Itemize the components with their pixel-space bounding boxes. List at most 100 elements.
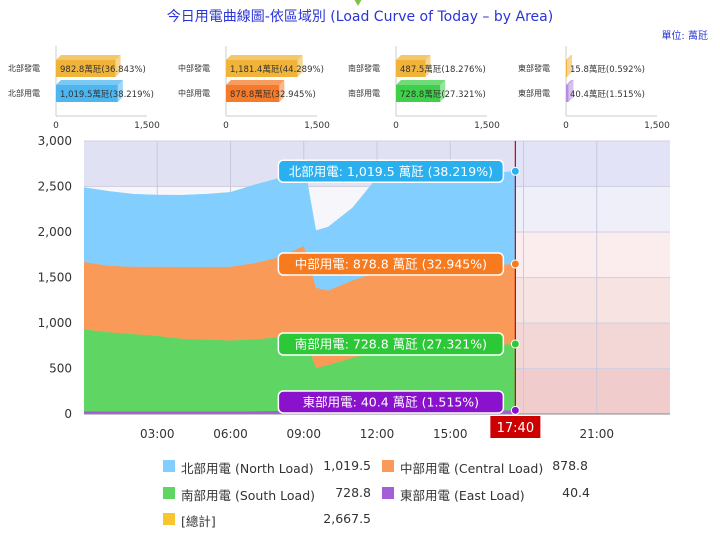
mini-chart-central[interactable]: 中部發電中部用電 1,181.4萬瓩(44.289%) 878.8萬瓩(32.945… (170, 38, 340, 133)
tooltip-box-east (277, 390, 505, 414)
mini-south-use-bar-top (396, 80, 446, 85)
mini-south-gen-bar-top (396, 55, 431, 60)
tooltip-box-south (277, 332, 505, 356)
mini-north-gen-value: 982.8萬瓩(36.843%) (60, 64, 146, 75)
mini-north-use-value: 1,019.5萬瓩(38.219%) (60, 89, 154, 100)
mini-north-gen-label: 北部發電 (8, 63, 40, 73)
mini-north-use-bar-side (117, 80, 123, 102)
mini-east-gen-bar-top (566, 55, 572, 60)
legend-swatch-central (382, 460, 394, 472)
legend-value-south: 728.8 (335, 485, 371, 500)
mini-central-gen-bar (226, 60, 298, 77)
mini-east-gen-bar (566, 60, 567, 77)
x-tick-label-21:00: 21:00 (579, 427, 614, 441)
mini-south-use-value: 728.8萬瓩(27.321%) (400, 89, 486, 100)
mini-south-gen-bar-side (425, 55, 431, 77)
current-time-label-bg (490, 416, 541, 438)
mini-chart-north[interactable]: 北部發電北部用電 982.8萬瓩(36.843%) 1,019.5萬瓩(38.219… (0, 38, 170, 133)
legend-label-east: 東部用電 (East Load) (400, 488, 525, 503)
legend-label-central: 中部用電 (Central Load) (400, 461, 544, 476)
mini-north-gen-bar (56, 60, 116, 77)
point-marker-north (510, 166, 520, 176)
mini-south-tick-0: 0 (393, 121, 399, 131)
legend-label-south: 南部用電 (South Load) (181, 488, 316, 503)
mini-east-tick-0: 0 (563, 121, 569, 131)
mini-central-gen-bar-top (226, 55, 303, 60)
mini-east-tick-1500: 1,500 (644, 121, 670, 131)
mini-central-use-bar (226, 85, 280, 102)
current-time-label: 17:40 (497, 421, 534, 436)
mini-central-use-bar-side (279, 80, 285, 102)
mini-east-gen-bar-side (567, 55, 572, 77)
tooltip-box-central (277, 252, 505, 276)
legend-value-total: 2,667.5 (323, 511, 371, 526)
mini-north-gen-bar-top (56, 55, 121, 60)
mini-east-gen-label: 東部發電 (518, 63, 550, 73)
y-tick-label-500: 500 (49, 362, 72, 376)
mini-south-use-bar-side (440, 80, 446, 102)
mini-east-use-bar (566, 85, 569, 102)
forecast-band-2 (515, 232, 670, 278)
mini-central-gen-value: 1,181.4萬瓩(44.289%) (230, 64, 324, 75)
forecast-band-4 (515, 323, 670, 369)
x-tick-label-15:00: 15:00 (433, 427, 468, 441)
point-marker-east (510, 405, 520, 415)
mini-south-gen-bar (396, 60, 426, 77)
mini-central-use-bar-top (226, 80, 285, 85)
legend-value-north: 1,019.5 (323, 458, 371, 473)
x-tick-label-09:00: 09:00 (286, 427, 321, 441)
mini-north-use-label: 北部用電 (8, 88, 40, 98)
point-marker-south (510, 339, 520, 349)
mini-south-tick-1500: 1,500 (474, 121, 500, 131)
legend-value-east: 40.4 (562, 485, 590, 500)
mini-chart-east[interactable]: 東部發電 東部用電 15.8萬瓩(0.592%) 40.4萬瓩(1.515%) 0 1,5… (510, 38, 680, 133)
mini-north-tick-1500: 1,500 (134, 121, 160, 131)
x-tick-label-06:00: 06:00 (213, 427, 248, 441)
legend-value-central: 878.8 (552, 458, 588, 473)
forecast-band-0 (515, 141, 670, 187)
mini-east-use-bar-side (568, 80, 574, 102)
forecast-band-5 (515, 368, 670, 414)
tooltip-text-central: 中部用電: 878.8 萬瓩 (32.945%) (295, 257, 487, 272)
point-marker-central (510, 259, 520, 269)
mini-south-gen-label: 南部發電 (348, 63, 380, 73)
mini-central-gen-bar-side (297, 55, 303, 77)
y-tick-label-0: 0 (64, 407, 72, 421)
legend-swatch-total (163, 513, 175, 525)
y-tick-label-2500: 2,500 (38, 180, 72, 194)
mini-north-gen-bar-side (115, 55, 121, 77)
mini-north-use-bar-top (56, 80, 123, 85)
forecast-band-3 (515, 277, 670, 323)
top-logo-icon (350, 0, 366, 6)
y-tick-label-2000: 2,000 (38, 225, 72, 239)
legend-label-north: 北部用電 (North Load) (181, 461, 314, 476)
tooltip-text-east: 東部用電: 40.4 萬瓩 (1.515%) (303, 395, 479, 410)
mini-chart-south[interactable]: 南部發電 南部用電 487.5萬瓩(18.276%) 728.8萬瓩(27.321%)… (340, 38, 510, 133)
chart-title: 今日用電曲線圖-依區域別 (Load Curve of Today – by A… (166, 9, 554, 25)
mini-south-use-label: 南部用電 (348, 88, 380, 98)
x-tick-label-03:00: 03:00 (140, 427, 175, 441)
unit-label: 單位: 萬瓩 (661, 31, 708, 42)
mini-central-use-label: 中部用電 (178, 88, 210, 98)
mini-central-gen-label: 中部發電 (178, 63, 210, 73)
forecast-band-1 (515, 186, 670, 232)
load-curve-chart[interactable]: 0 500 1,000 1,500 2,000 2,500 3,000 03:00 06:00 0… (0, 134, 720, 444)
x-tick-label-12:00: 12:00 (360, 427, 395, 441)
tooltip-text-north: 北部用電: 1,019.5 萬瓩 (38.219%) (289, 164, 493, 179)
legend-swatch-east (382, 487, 394, 499)
y-tick-label-1000: 1,000 (38, 316, 72, 330)
mini-east-use-bar-top (566, 80, 574, 85)
mini-central-use-value: 878.8萬瓩(32.945%) (230, 89, 316, 100)
legend-swatch-south (163, 487, 175, 499)
tooltip-text-south: 南部用電: 728.8 萬瓩 (27.321%) (295, 337, 487, 352)
legend-swatch-north (163, 460, 175, 472)
mini-central-tick-1500: 1,500 (304, 121, 330, 131)
mini-central-tick-0: 0 (223, 121, 229, 131)
mini-north-use-bar (56, 85, 118, 102)
tooltip-box-north (277, 159, 505, 184)
mini-north-tick-0: 0 (53, 121, 59, 131)
